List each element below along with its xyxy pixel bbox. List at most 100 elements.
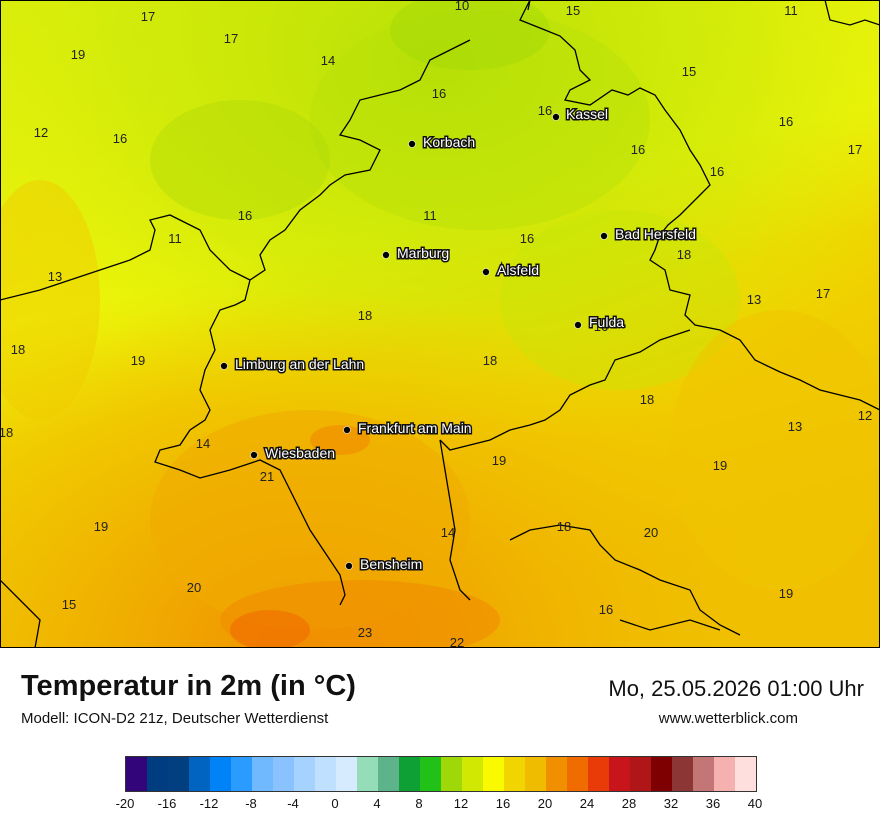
legend-swatch [693, 757, 714, 791]
temp-label: 18 [677, 247, 691, 262]
color-legend [125, 756, 757, 792]
temp-label: 16 [599, 602, 613, 617]
temp-label: 19 [713, 458, 727, 473]
temp-label: 18 [557, 519, 571, 534]
temp-label: 23 [358, 625, 372, 640]
legend-swatch [420, 757, 441, 791]
legend-tick-label: 20 [537, 796, 553, 811]
temp-label: 22 [450, 635, 464, 648]
temp-label: 19 [94, 519, 108, 534]
city-kassel: Kassel [552, 105, 610, 124]
legend-tick-label: -8 [245, 796, 257, 811]
legend-swatch [189, 757, 210, 791]
temp-label: 12 [858, 408, 872, 423]
temp-label: 16 [520, 231, 534, 246]
legend-tick-label: -20 [115, 796, 135, 811]
legend-swatch [399, 757, 420, 791]
city-dot-icon [574, 321, 582, 329]
temp-label: 16 [238, 208, 252, 223]
temp-label: 21 [260, 469, 274, 484]
temp-label: 15 [62, 597, 76, 612]
city-dot-icon [220, 362, 228, 370]
legend-tick-label: -12 [199, 796, 219, 811]
legend-swatch [630, 757, 651, 791]
legend-swatch [588, 757, 609, 791]
legend-tick-label: -4 [287, 796, 299, 811]
legend-swatch [609, 757, 630, 791]
temp-label: 15 [682, 64, 696, 79]
temp-label: 17 [224, 31, 238, 46]
legend-swatch [357, 757, 378, 791]
city-bensheim: Bensheim [345, 555, 424, 574]
legend-swatch [525, 757, 546, 791]
temp-label: 20 [187, 580, 201, 595]
city-bad-hersfeld: Bad Hersfeld [600, 225, 697, 244]
legend-ticks: -20 -16 -12 -8 -4 0 4 8 12 16 20 24 28 32 36 40 [116, 796, 763, 816]
temp-label: 17 [816, 286, 830, 301]
legend-tick-label: 16 [495, 796, 511, 811]
city-dot-icon [382, 251, 390, 259]
legend-swatch [210, 757, 231, 791]
temperature-map: 10 15 11 17 17 19 14 15 16 16 12 16 16 1… [0, 0, 880, 648]
city-limburg: Limburg an der Lahn [220, 355, 366, 374]
temp-label: 19 [492, 453, 506, 468]
map-title: Temperatur in 2m (in °C) [21, 670, 356, 702]
legend-swatch [273, 757, 294, 791]
temp-label: 14 [441, 525, 455, 540]
legend-tick-label: 28 [621, 796, 637, 811]
footer: Temperatur in 2m (in °C) Modell: ICON-D2… [0, 648, 880, 830]
city-label: Kassel [566, 106, 608, 122]
temp-label: 19 [131, 353, 145, 368]
legend-swatch [315, 757, 336, 791]
temp-label: 18 [11, 342, 25, 357]
website-link[interactable]: www.wetterblick.com [658, 710, 798, 727]
temp-label: 16 [631, 142, 645, 157]
city-fulda: Fulda [574, 313, 626, 332]
city-label: Korbach [423, 134, 475, 150]
city-label: Fulda [589, 314, 624, 330]
legend-swatch [147, 757, 168, 791]
legend-swatch [714, 757, 735, 791]
city-frankfurt: Frankfurt am Main [343, 419, 473, 438]
temp-label: 17 [848, 142, 862, 157]
legend-tick-label: 36 [705, 796, 721, 811]
legend-tick-label: 32 [663, 796, 679, 811]
temp-label: 19 [779, 586, 793, 601]
temp-label: 16 [710, 164, 724, 179]
legend-swatch [672, 757, 693, 791]
city-dot-icon [345, 562, 353, 570]
legend-swatch [231, 757, 252, 791]
city-label: Bad Hersfeld [615, 226, 696, 242]
city-dot-icon [600, 232, 608, 240]
legend-swatch [126, 757, 147, 791]
legend-swatch [252, 757, 273, 791]
legend-swatch [441, 757, 462, 791]
temp-label: 16 [432, 86, 446, 101]
temp-label: 16 [594, 319, 608, 334]
legend-swatch [294, 757, 315, 791]
city-label: Marburg [397, 245, 449, 261]
temp-label: 11 [784, 3, 798, 18]
legend-swatch [504, 757, 525, 791]
city-marburg: Marburg [382, 244, 451, 263]
temp-label: 13 [788, 419, 802, 434]
legend-tick-label: 4 [373, 796, 381, 811]
temp-label: 15 [566, 3, 580, 18]
temp-label: 11 [423, 208, 437, 223]
temp-label: 18 [640, 392, 654, 407]
city-label: Bensheim [360, 556, 422, 572]
legend-tick-label: 12 [453, 796, 469, 811]
city-dot-icon [343, 426, 351, 434]
legend-swatch [567, 757, 588, 791]
legend-tick-label: 24 [579, 796, 595, 811]
temp-label: 14 [321, 53, 335, 68]
legend-swatch [735, 757, 756, 791]
temp-label: 13 [747, 292, 761, 307]
legend-tick-label: -16 [157, 796, 177, 811]
temp-label: 10 [455, 0, 469, 13]
city-wiesbaden: Wiesbaden [250, 444, 337, 463]
city-label: Alsfeld [497, 262, 539, 278]
temp-label: 16 [538, 103, 552, 118]
city-dot-icon [552, 113, 560, 121]
temp-label: 18 [358, 308, 372, 323]
